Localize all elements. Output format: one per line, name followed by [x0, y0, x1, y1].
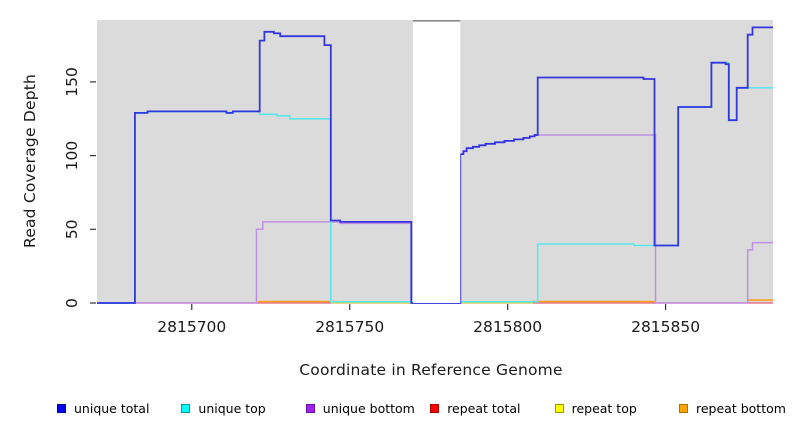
y-tick-label: 100: [63, 141, 81, 171]
series-unique-total: [97, 26, 773, 304]
x-tick-label: 2815700: [157, 318, 226, 336]
legend-swatch-unique-top: [181, 403, 191, 413]
legend-item-unique-total: unique total: [57, 399, 149, 417]
legend-label: unique bottom: [322, 400, 415, 416]
x-axis-title: Coordinate in Reference Genome: [299, 361, 563, 379]
legend-item-unique-bottom: unique bottom: [305, 399, 415, 417]
legend-label: unique total: [74, 400, 150, 416]
x-tick-label: 2815850: [631, 318, 700, 336]
x-tick-label: 2815750: [315, 318, 384, 336]
legend-swatch-repeat-bottom: [679, 403, 688, 413]
masked-region: [412, 20, 461, 303]
y-axis-title: Read Coverage Depth: [21, 73, 39, 249]
legend-item-repeat-bottom: repeat bottom: [679, 399, 786, 417]
legend-item-repeat-top: repeat top: [554, 399, 637, 417]
y-tick-label: 50: [63, 219, 81, 239]
legend-swatch-unique-total: [57, 403, 66, 413]
legend-swatch-repeat-top: [554, 403, 564, 413]
x-tick-label: 2815800: [473, 318, 542, 336]
y-tick-label: 150: [63, 67, 81, 97]
legend-label: unique top: [198, 400, 266, 416]
legend: unique total unique top unique bottom repea…: [0, 399, 792, 419]
legend-label: repeat top: [571, 400, 637, 416]
legend-label: repeat total: [447, 400, 521, 416]
legend-label: repeat bottom: [696, 400, 786, 416]
legend-item-repeat-total: repeat total: [430, 399, 521, 417]
legend-swatch-unique-bottom: [305, 403, 315, 413]
y-tick-label: 0: [63, 298, 81, 308]
legend-swatch-repeat-total: [430, 403, 440, 413]
legend-item-unique-top: unique top: [181, 399, 266, 417]
